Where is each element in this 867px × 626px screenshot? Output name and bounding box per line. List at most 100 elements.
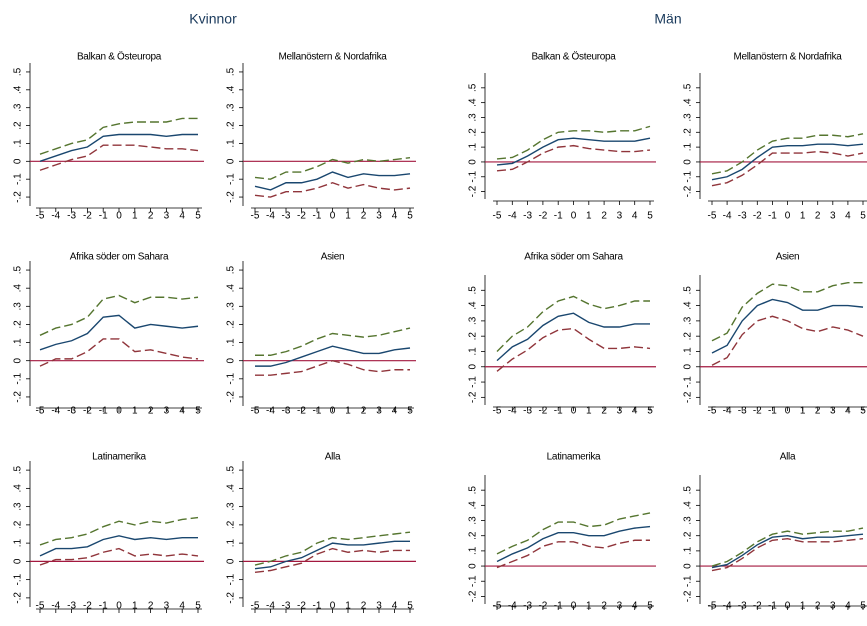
y-tick-label: .2 xyxy=(226,121,237,130)
y-tick-label: .5 xyxy=(13,67,24,76)
x-tick-label: -1 xyxy=(768,601,777,612)
panel-title: Balkan & Östeuropa xyxy=(531,51,616,63)
x-tick-label: -2 xyxy=(538,601,547,612)
x-tick-label: 0 xyxy=(116,406,122,417)
y-tick-label: .5 xyxy=(468,83,479,92)
x-tick-label: 1 xyxy=(586,211,592,222)
y-tick-label: -.2 xyxy=(468,391,479,403)
series-line xyxy=(255,359,410,376)
x-tick-label: 1 xyxy=(800,211,806,222)
x-tick-label: -4 xyxy=(508,406,517,417)
y-tick-label: 0 xyxy=(226,158,237,164)
series-line xyxy=(496,327,651,372)
series-line xyxy=(39,547,199,566)
y-tick-label: -.2 xyxy=(468,185,479,197)
x-tick-label: -1 xyxy=(768,406,777,417)
x-tick-label: 5 xyxy=(407,601,413,612)
group-title: Män xyxy=(654,11,681,27)
y-tick-label: .2 xyxy=(683,531,694,540)
panel-title: Latinamerika xyxy=(547,452,601,463)
x-tick-label: 4 xyxy=(179,211,185,222)
panel-title: Asien xyxy=(321,252,345,263)
series-line xyxy=(254,531,411,566)
y-tick-label: -.2 xyxy=(13,191,24,203)
x-tick-label: 2 xyxy=(148,406,154,417)
y-tick-label: .1 xyxy=(226,539,237,548)
x-tick-label: 3 xyxy=(617,211,623,222)
x-tick-label: -2 xyxy=(297,211,306,222)
x-tick-label: -5 xyxy=(493,601,502,612)
x-tick-label: 0 xyxy=(330,406,336,417)
x-tick-label: 0 xyxy=(785,601,791,612)
y-tick-label: .2 xyxy=(468,128,479,137)
x-tick-label: -1 xyxy=(554,406,563,417)
x-tick-label: 5 xyxy=(195,406,201,417)
y-tick-label: .1 xyxy=(13,139,24,148)
y-tick-label: -.1 xyxy=(683,575,694,587)
series-line xyxy=(711,533,864,569)
x-tick-label: 5 xyxy=(860,601,866,612)
panel-title: Alla xyxy=(325,452,341,463)
y-tick-label: .2 xyxy=(683,128,694,137)
series-line xyxy=(39,535,198,557)
x-tick-label: 4 xyxy=(179,406,185,417)
x-tick-label: -4 xyxy=(51,601,60,612)
y-tick-label: -.1 xyxy=(468,170,479,182)
series-line xyxy=(39,144,199,171)
x-tick-label: 1 xyxy=(132,406,138,417)
y-tick-label: .1 xyxy=(683,347,694,356)
y-tick-label: .5 xyxy=(13,265,24,274)
y-tick-label: .3 xyxy=(683,516,694,525)
y-tick-label: 0 xyxy=(13,158,24,164)
panel: Asien-.2-.10.1.2.3.4.5-5 -4 -3 -2 -1 0 1 2 3 4 5 xyxy=(226,252,416,417)
y-tick-label: .4 xyxy=(13,85,24,94)
x-tick-label: -2 xyxy=(538,211,547,222)
series-line xyxy=(496,137,651,166)
series-line xyxy=(496,312,650,362)
x-tick-label: -3 xyxy=(67,406,76,417)
y-tick-label: 0 xyxy=(13,558,24,564)
x-tick-label: 5 xyxy=(195,601,201,612)
y-tick-label: -.1 xyxy=(468,376,479,388)
y-tick-label: -.2 xyxy=(683,590,694,602)
y-tick-label: -.1 xyxy=(226,173,237,185)
x-tick-label: 5 xyxy=(860,211,866,222)
x-tick-label: 2 xyxy=(148,601,154,612)
x-tick-label: 0 xyxy=(116,601,122,612)
y-tick-label: -.2 xyxy=(683,185,694,197)
x-tick-label: 2 xyxy=(601,406,607,417)
x-tick-label: 2 xyxy=(815,211,821,222)
x-tick-label: 1 xyxy=(800,601,806,612)
y-tick-label: -.1 xyxy=(13,573,24,585)
x-tick-label: -1 xyxy=(554,211,563,222)
y-tick-label: -.2 xyxy=(226,592,237,604)
x-tick-label: -2 xyxy=(753,211,762,222)
series-line xyxy=(496,144,651,172)
y-tick-label: .2 xyxy=(468,531,479,540)
y-tick-label: .1 xyxy=(468,347,479,356)
x-tick-label: -2 xyxy=(83,406,92,417)
x-tick-label: -3 xyxy=(738,406,747,417)
x-tick-label: 1 xyxy=(132,601,138,612)
x-tick-label: -2 xyxy=(753,406,762,417)
x-tick-label: -1 xyxy=(768,211,777,222)
x-tick-label: 3 xyxy=(164,601,170,612)
y-tick-label: 0 xyxy=(226,357,237,363)
y-tick-label: .1 xyxy=(226,139,237,148)
x-tick-label: -1 xyxy=(313,601,322,612)
y-tick-label: .5 xyxy=(683,486,694,495)
y-tick-label: .1 xyxy=(468,546,479,555)
y-tick-label: .3 xyxy=(13,103,24,112)
panel: Afrika söder om Sahara -.2 -.1 0 .1 .2 .3 .4 .5 -… xyxy=(13,252,204,417)
x-tick-label: -4 xyxy=(266,601,275,612)
series-line xyxy=(255,345,411,367)
y-tick-label: .5 xyxy=(468,486,479,495)
panel: Mellanöstern & Nordafrika -.2 -.1 0 .1 .2 .3 .4… xyxy=(683,52,867,222)
x-tick-label: -4 xyxy=(51,211,60,222)
x-tick-label: -5 xyxy=(251,406,260,417)
y-tick-label: .5 xyxy=(683,286,694,295)
y-tick-label: .3 xyxy=(13,302,24,311)
x-tick-label: -3 xyxy=(738,211,747,222)
y-tick-label: -.1 xyxy=(683,376,694,388)
y-tick-label: .5 xyxy=(13,466,24,475)
